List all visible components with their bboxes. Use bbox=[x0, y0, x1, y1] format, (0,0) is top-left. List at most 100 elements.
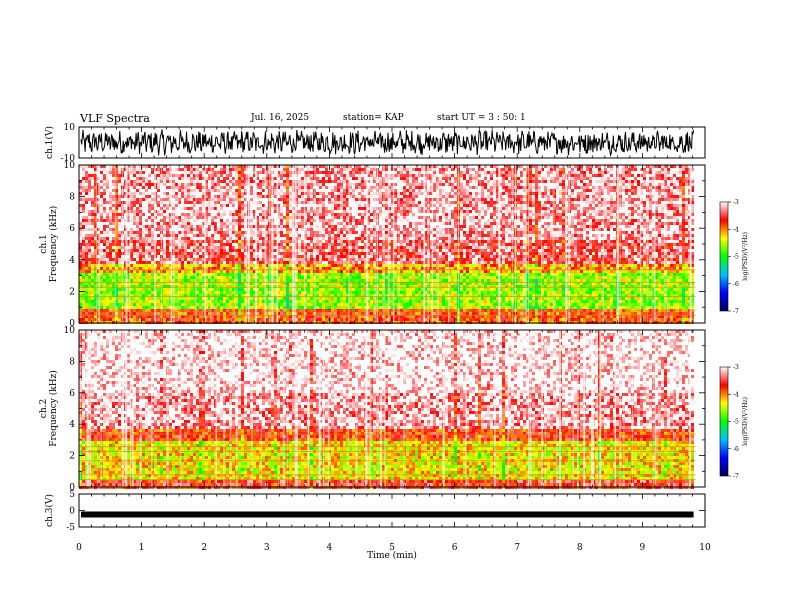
spectrogram-cells bbox=[289, 456, 292, 459]
y-tick-label: 0 bbox=[69, 507, 75, 517]
spectrogram-streak bbox=[572, 330, 574, 487]
ch2-spectrogram-ylabel-line: ch.2 bbox=[39, 399, 49, 418]
spectrogram-streak bbox=[303, 165, 306, 323]
spectrogram-cells bbox=[145, 264, 688, 306]
spectrogram-streak bbox=[437, 165, 439, 323]
spectrogram-cells bbox=[553, 288, 556, 291]
spectrogram-streak bbox=[366, 165, 369, 323]
spectrogram-cells bbox=[100, 171, 694, 321]
spectrogram-cells bbox=[322, 429, 688, 438]
y-tick-label: 10 bbox=[64, 326, 76, 336]
spectrogram-streak bbox=[131, 330, 134, 487]
spectrogram-cells bbox=[193, 267, 196, 270]
spectrogram-streak bbox=[223, 330, 225, 487]
spectrogram-cells bbox=[232, 441, 694, 477]
spectrogram-streak bbox=[655, 330, 657, 487]
spectrogram-cells bbox=[478, 456, 481, 459]
spectrogram-streak bbox=[172, 165, 175, 323]
spectrogram-streak bbox=[465, 330, 467, 487]
spectrogram-streak bbox=[254, 165, 258, 323]
spectrogram-cells bbox=[79, 165, 694, 264]
spectrogram-cells bbox=[121, 330, 691, 489]
spectrogram-streak bbox=[541, 330, 543, 487]
spectrogram-cells bbox=[274, 471, 277, 474]
spectrogram-cells bbox=[229, 444, 664, 474]
spectrogram-streak bbox=[294, 165, 297, 323]
spectrogram-streak bbox=[125, 165, 128, 323]
spectrogram-streak bbox=[179, 330, 182, 487]
spectrogram-streak bbox=[559, 330, 562, 487]
spectrogram-cells bbox=[160, 456, 163, 459]
spectrogram-streak bbox=[431, 165, 434, 323]
colorbar-scale bbox=[719, 201, 729, 312]
spectrogram-cells bbox=[286, 303, 289, 306]
colorbar-tick-label: -7 bbox=[733, 473, 739, 480]
ch1-spectrogram-ylabel: ch.1Frequency (kHz) bbox=[39, 206, 59, 283]
spectrogram-cells bbox=[310, 453, 313, 456]
x-tick-label: 6 bbox=[452, 543, 458, 553]
spectrogram-streak bbox=[623, 330, 625, 487]
spectrogram-streak bbox=[568, 165, 570, 323]
spectrogram-streak bbox=[122, 165, 123, 323]
spectrogram-cells bbox=[115, 291, 118, 294]
spectrogram-streak bbox=[278, 330, 279, 487]
y-tick-label: -10 bbox=[61, 154, 76, 164]
spectrogram-streak bbox=[652, 330, 654, 487]
spectrogram-streak bbox=[355, 330, 358, 487]
spectrogram-streak bbox=[458, 165, 459, 323]
spectrogram-streak bbox=[86, 330, 89, 487]
spectrogram-streak bbox=[294, 165, 296, 323]
spectrogram-cells bbox=[112, 165, 688, 258]
spectrogram-streak bbox=[392, 165, 395, 323]
spectrogram-streak bbox=[178, 165, 180, 323]
spectrogram-cells bbox=[238, 276, 241, 279]
spectrogram-cells bbox=[112, 339, 637, 489]
y-tick-label: -5 bbox=[66, 523, 75, 533]
ch1-spectrogram-ylabel-line: Frequency (kHz) bbox=[48, 206, 59, 283]
ch1-spectrogram bbox=[79, 165, 705, 324]
spectrogram-line bbox=[79, 296, 696, 298]
spectrogram-cells bbox=[454, 471, 457, 474]
spectrogram-cells bbox=[82, 165, 694, 264]
spectrogram-streak bbox=[657, 330, 659, 487]
spectrogram-cells bbox=[238, 288, 241, 291]
spectrogram-streak bbox=[512, 165, 513, 323]
spectrogram-cells bbox=[79, 168, 694, 243]
chart-title: VLF Spectra bbox=[80, 112, 150, 125]
colorbar-tick-label: -6 bbox=[733, 281, 739, 288]
ch3-trace bbox=[81, 511, 694, 518]
spectrogram-streak bbox=[250, 330, 253, 487]
spectrogram-streak bbox=[398, 165, 400, 323]
spectrogram-cells bbox=[181, 441, 682, 477]
spectrogram-cells bbox=[529, 297, 532, 300]
spectrogram-cells bbox=[286, 297, 289, 300]
ch1-waveform bbox=[80, 129, 695, 157]
spectrogram-line bbox=[79, 315, 696, 317]
x-tick-label: 7 bbox=[514, 543, 520, 553]
spectrogram-streak bbox=[616, 165, 619, 323]
spectrogram-streak bbox=[651, 165, 653, 323]
spectrogram-streak bbox=[646, 165, 649, 323]
spectrogram-streak bbox=[89, 330, 92, 487]
spectrogram-line bbox=[79, 286, 696, 288]
station-label: station= KAP bbox=[343, 113, 404, 123]
spectrogram-streak bbox=[264, 165, 266, 323]
spectrogram-cells bbox=[202, 441, 685, 477]
spectrogram-streak bbox=[619, 165, 621, 323]
spectrogram-cells bbox=[91, 273, 694, 309]
spectrogram-streak bbox=[98, 165, 101, 323]
spectrogram-line bbox=[79, 474, 696, 476]
spectrogram-streak bbox=[126, 330, 128, 487]
spectrogram-streak bbox=[294, 330, 296, 487]
spectrogram-streak bbox=[347, 330, 350, 487]
spectrogram-cells bbox=[454, 453, 457, 456]
spectrogram-cells bbox=[286, 300, 289, 303]
spectrogram-cells bbox=[478, 465, 481, 468]
spectrogram-streak bbox=[382, 165, 385, 323]
colorbar-tick-label: -6 bbox=[733, 446, 739, 453]
spectrogram-cells bbox=[487, 453, 490, 456]
spectrogram-streak bbox=[384, 330, 386, 487]
spectrogram-cells bbox=[97, 333, 688, 489]
spectrogram-streak bbox=[528, 330, 530, 487]
